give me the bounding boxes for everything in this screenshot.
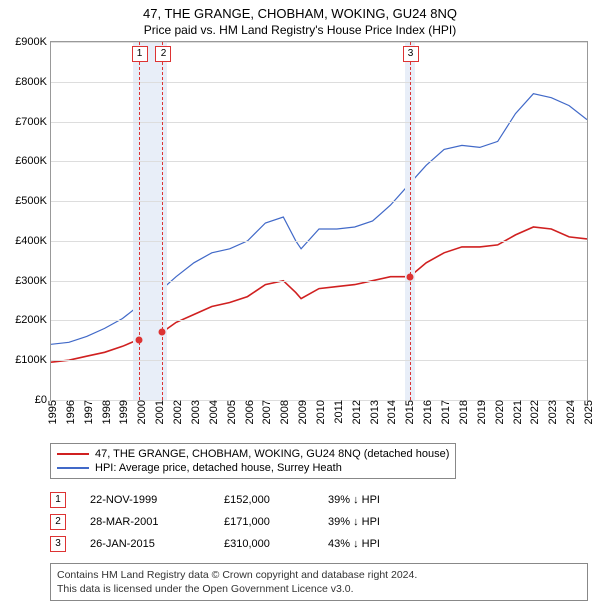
events-table: 1 22-NOV-1999 £152,000 39% ↓ HPI 2 28-MAR-200… xyxy=(50,489,588,555)
footer-line: This data is licensed under the Open Gov… xyxy=(57,582,581,596)
event-price: £171,000 xyxy=(224,516,304,528)
x-axis-label: 2007 xyxy=(257,400,273,424)
event-row: 3 26-JAN-2015 £310,000 43% ↓ HPI xyxy=(50,533,588,555)
x-axis-label: 2011 xyxy=(329,400,345,424)
legend-item-property: 47, THE GRANGE, CHOBHAM, WOKING, GU24 8N… xyxy=(57,447,449,461)
chart-subtitle: Price paid vs. HM Land Registry's House … xyxy=(0,21,600,41)
event-diff: 39% ↓ HPI xyxy=(328,494,380,506)
legend-item-hpi: HPI: Average price, detached house, Surr… xyxy=(57,461,449,475)
x-axis-label: 2022 xyxy=(525,400,541,424)
x-axis-label: 2024 xyxy=(561,400,577,424)
x-axis-label: 2001 xyxy=(150,400,166,424)
legend-swatch xyxy=(57,453,89,455)
x-axis-label: 2014 xyxy=(382,400,398,424)
y-axis-label: £600K xyxy=(15,155,51,167)
y-axis-label: £500K xyxy=(15,195,51,207)
x-axis-label: 2004 xyxy=(204,400,220,424)
event-row: 1 22-NOV-1999 £152,000 39% ↓ HPI xyxy=(50,489,588,511)
x-axis-label: 2016 xyxy=(418,400,434,424)
x-axis-label: 2002 xyxy=(168,400,184,424)
x-axis-label: 2005 xyxy=(222,400,238,424)
chart-plot-area: £0£100K£200K£300K£400K£500K£600K£700K£80… xyxy=(50,41,588,401)
x-axis-label: 2012 xyxy=(347,400,363,424)
legend-label: 47, THE GRANGE, CHOBHAM, WOKING, GU24 8N… xyxy=(95,448,449,460)
x-axis-label: 2006 xyxy=(240,400,256,424)
chart-container: 47, THE GRANGE, CHOBHAM, WOKING, GU24 8N… xyxy=(0,0,600,590)
x-axis-label: 2003 xyxy=(186,400,202,424)
x-axis-label: 2021 xyxy=(508,400,524,424)
y-axis-label: £200K xyxy=(15,314,51,326)
event-number: 1 xyxy=(50,492,66,508)
y-axis-label: £300K xyxy=(15,275,51,287)
y-axis-label: £400K xyxy=(15,235,51,247)
footer-line: Contains HM Land Registry data © Crown c… xyxy=(57,568,581,582)
x-axis-label: 2018 xyxy=(454,400,470,424)
y-axis-label: £700K xyxy=(15,116,51,128)
x-axis-label: 2017 xyxy=(436,400,452,424)
chart-title: 47, THE GRANGE, CHOBHAM, WOKING, GU24 8N… xyxy=(0,0,600,21)
legend-swatch xyxy=(57,467,89,469)
event-date: 26-JAN-2015 xyxy=(90,538,200,550)
price-point xyxy=(406,273,413,280)
x-axis-label: 1997 xyxy=(79,400,95,424)
chart-lines xyxy=(51,42,587,400)
legend: 47, THE GRANGE, CHOBHAM, WOKING, GU24 8N… xyxy=(50,443,456,479)
event-number: 2 xyxy=(50,514,66,530)
y-axis-label: £900K xyxy=(15,36,51,48)
event-diff: 43% ↓ HPI xyxy=(328,538,380,550)
event-date: 28-MAR-2001 xyxy=(90,516,200,528)
legend-label: HPI: Average price, detached house, Surr… xyxy=(95,462,342,474)
event-date: 22-NOV-1999 xyxy=(90,494,200,506)
event-row: 2 28-MAR-2001 £171,000 39% ↓ HPI xyxy=(50,511,588,533)
event-marker: 3 xyxy=(403,46,419,62)
x-axis-label: 2019 xyxy=(472,400,488,424)
x-axis-label: 2015 xyxy=(400,400,416,424)
x-axis-label: 1996 xyxy=(61,400,77,424)
event-number: 3 xyxy=(50,536,66,552)
x-axis-label: 2008 xyxy=(275,400,291,424)
x-axis-label: 2013 xyxy=(365,400,381,424)
x-axis-label: 2010 xyxy=(311,400,327,424)
attribution-footer: Contains HM Land Registry data © Crown c… xyxy=(50,563,588,601)
event-price: £310,000 xyxy=(224,538,304,550)
x-axis-label: 2009 xyxy=(293,400,309,424)
y-axis-label: £800K xyxy=(15,76,51,88)
x-axis-label: 1995 xyxy=(43,400,59,424)
x-axis-label: 2020 xyxy=(490,400,506,424)
x-axis-label: 2000 xyxy=(132,400,148,424)
x-axis-label: 1999 xyxy=(114,400,130,424)
event-price: £152,000 xyxy=(224,494,304,506)
event-diff: 39% ↓ HPI xyxy=(328,516,380,528)
event-marker: 2 xyxy=(155,46,171,62)
y-axis-label: £100K xyxy=(15,354,51,366)
x-axis-label: 2025 xyxy=(579,400,595,424)
event-marker: 1 xyxy=(132,46,148,62)
x-axis-label: 1998 xyxy=(97,400,113,424)
x-axis-label: 2023 xyxy=(543,400,559,424)
price-point xyxy=(159,328,166,335)
price-point xyxy=(135,336,142,343)
